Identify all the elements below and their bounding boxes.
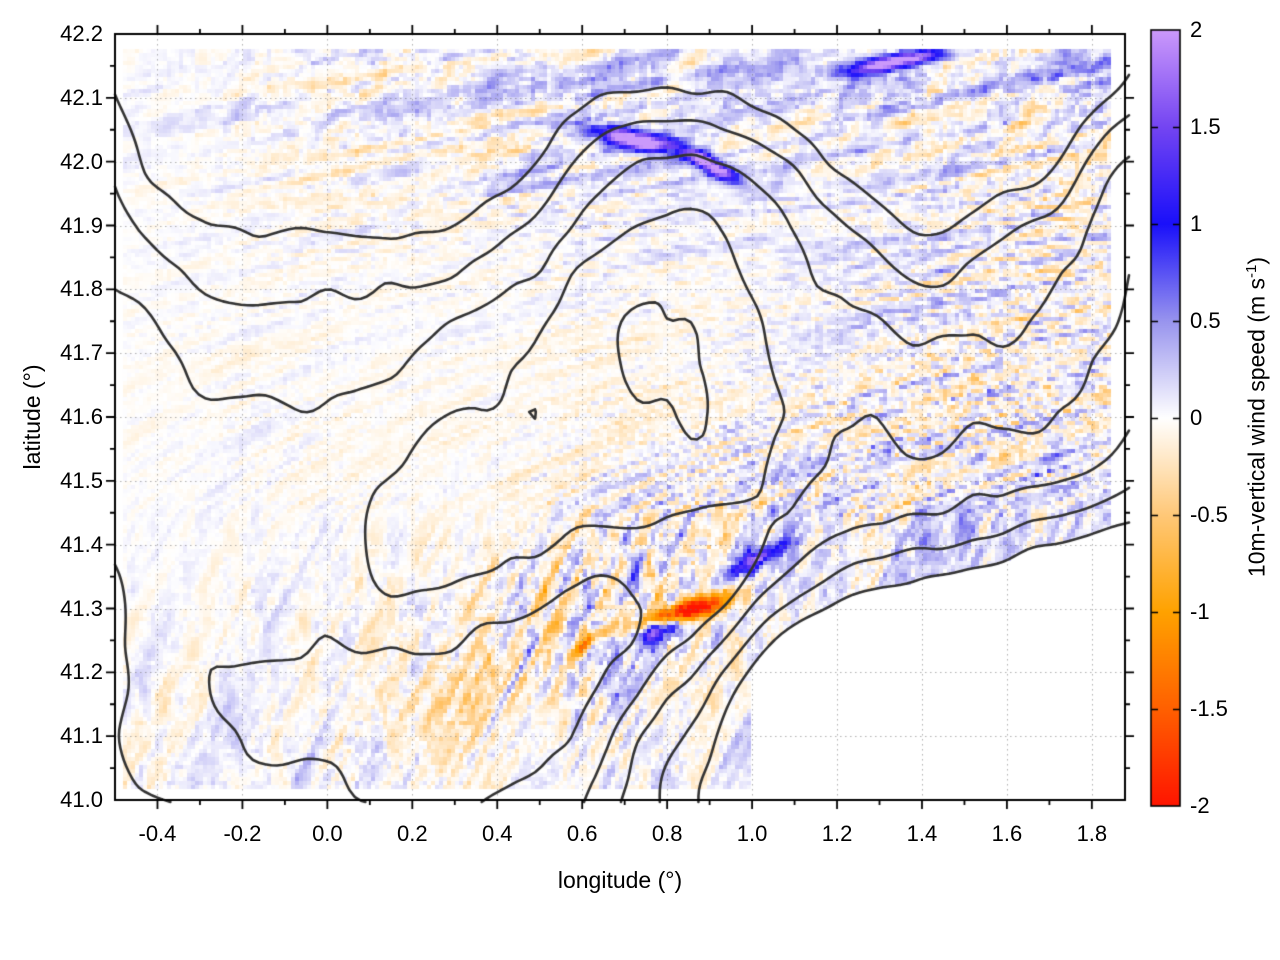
colorbar-label-close: ) — [1243, 256, 1270, 265]
x-tick-label: 0.4 — [481, 821, 513, 846]
y-tick-label: 41.7 — [60, 340, 103, 366]
y-axis-label: latitude (°) — [19, 364, 45, 470]
colorbar-tick-label: 0.5 — [1190, 308, 1221, 333]
y-tick-label: 41.6 — [60, 404, 103, 429]
y-tick-label: 41.2 — [60, 659, 103, 685]
colorbar-tick-label: -2 — [1190, 793, 1210, 818]
x-tick-label: -0.2 — [223, 821, 262, 846]
colorbar-tick-label: 1 — [1190, 211, 1203, 236]
colorbar-tick-label: 1.5 — [1190, 114, 1221, 139]
y-tick-label: 41.8 — [60, 276, 103, 302]
y-tick-label: 42.0 — [60, 148, 103, 174]
x-tick-label: -0.4 — [138, 821, 177, 846]
y-tick-label: 42.2 — [60, 21, 103, 46]
x-tick-label: 1.6 — [991, 821, 1023, 846]
x-tick-label: 1.4 — [906, 821, 938, 846]
y-tick-label: 41.0 — [60, 787, 103, 812]
y-tick-label: 41.1 — [60, 723, 103, 749]
y-tick-label: 42.1 — [60, 84, 103, 110]
x-tick-label: 1.2 — [821, 821, 853, 846]
x-tick-label: 0.6 — [566, 821, 598, 846]
colorbar-label-text: 10m-vertical wind speed (m s — [1243, 277, 1270, 578]
y-tick-label: 41.3 — [60, 595, 103, 621]
colorbar-label: 10m-vertical wind speed (m s-1) — [1239, 207, 1270, 627]
x-tick-label: 0.2 — [397, 821, 428, 846]
x-tick-label: 1.0 — [736, 821, 768, 846]
colorbar-tick-label: -1.5 — [1190, 696, 1228, 721]
x-tick-label: 1.8 — [1076, 821, 1108, 846]
colorbar-tick-label: 2 — [1190, 17, 1203, 42]
y-tick-label: 41.5 — [60, 467, 103, 493]
colorbar-label-exponent: -1 — [1243, 264, 1260, 278]
colorbar-tick-label: -0.5 — [1190, 502, 1228, 527]
y-tick-label: 41.4 — [60, 531, 103, 557]
x-axis-label: longitude (°) — [557, 867, 683, 893]
x-tick-label: 0.8 — [651, 821, 683, 846]
y-tick-label: 41.9 — [60, 212, 103, 238]
colorbar-tick-label: 0 — [1190, 405, 1203, 430]
colorbar-tick-label: -1 — [1190, 599, 1210, 624]
x-tick-label: 0.0 — [312, 821, 343, 846]
